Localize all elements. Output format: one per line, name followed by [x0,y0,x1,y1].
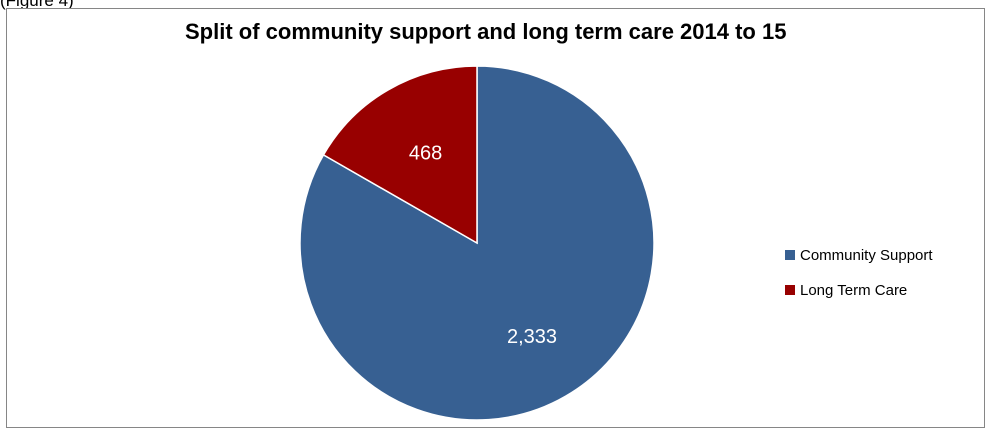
legend-swatch-community-support [785,250,795,260]
data-label-community-support: 2,333 [507,326,557,348]
pie-slice-long-term-care [322,65,478,245]
legend: Community Support Long Term Care [785,243,933,313]
legend-label-long-term-care: Long Term Care [800,281,908,299]
legend-item-community-support: Community Support [785,243,933,267]
chart-area: Split of community support and long term… [6,8,985,428]
legend-swatch-long-term-care [785,285,795,295]
chart-title: Split of community support and long term… [185,19,787,44]
pie-chart: 2,333 468 [299,65,655,421]
data-label-long-term-care: 468 [409,142,442,164]
legend-label-community-support: Community Support [800,246,933,264]
figure-reference-text: (Figure 4) [0,0,74,10]
legend-item-long-term-care: Long Term Care [785,278,933,302]
